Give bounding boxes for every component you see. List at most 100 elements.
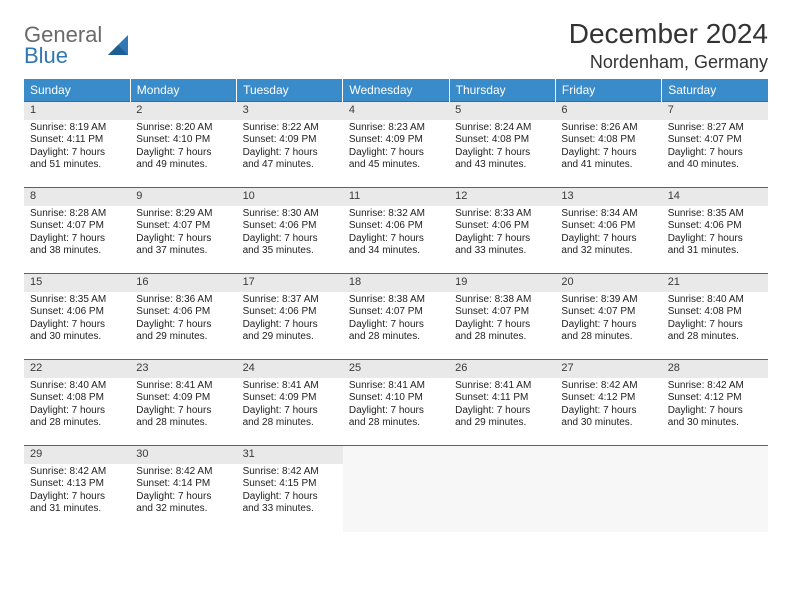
day-details: Sunrise: 8:38 AMSunset: 4:07 PMDaylight:… <box>449 292 555 346</box>
calendar-cell: 20Sunrise: 8:39 AMSunset: 4:07 PMDayligh… <box>555 274 661 360</box>
calendar-cell-empty <box>343 446 449 532</box>
page-subtitle: Nordenham, Germany <box>569 52 768 73</box>
sunset-text: Sunset: 4:06 PM <box>561 220 655 233</box>
sunset-text: Sunset: 4:06 PM <box>30 306 124 319</box>
daylight-text-2: and 28 minutes. <box>136 417 230 430</box>
sail-icon <box>106 33 132 59</box>
daylight-text: Daylight: 7 hours <box>349 147 443 160</box>
calendar-week-row: 8Sunrise: 8:28 AMSunset: 4:07 PMDaylight… <box>24 188 768 274</box>
sunset-text: Sunset: 4:06 PM <box>243 306 337 319</box>
sunset-text: Sunset: 4:09 PM <box>243 134 337 147</box>
daylight-text: Daylight: 7 hours <box>243 147 337 160</box>
daylight-text: Daylight: 7 hours <box>561 147 655 160</box>
sunrise-text: Sunrise: 8:41 AM <box>243 380 337 393</box>
calendar-cell: 3Sunrise: 8:22 AMSunset: 4:09 PMDaylight… <box>237 102 343 188</box>
sunrise-text: Sunrise: 8:22 AM <box>243 122 337 135</box>
calendar-cell-empty <box>555 446 661 532</box>
weekday-header: Sunday <box>24 79 130 102</box>
daylight-text: Daylight: 7 hours <box>243 405 337 418</box>
day-number: 10 <box>237 188 343 206</box>
sunset-text: Sunset: 4:06 PM <box>349 220 443 233</box>
daylight-text-2: and 28 minutes. <box>349 417 443 430</box>
logo-line2: Blue <box>24 45 102 67</box>
day-details: Sunrise: 8:30 AMSunset: 4:06 PMDaylight:… <box>237 206 343 260</box>
sunrise-text: Sunrise: 8:42 AM <box>136 466 230 479</box>
daylight-text-2: and 43 minutes. <box>455 159 549 172</box>
calendar-cell: 29Sunrise: 8:42 AMSunset: 4:13 PMDayligh… <box>24 446 130 532</box>
daylight-text-2: and 49 minutes. <box>136 159 230 172</box>
day-details: Sunrise: 8:42 AMSunset: 4:12 PMDaylight:… <box>555 378 661 432</box>
sunrise-text: Sunrise: 8:41 AM <box>455 380 549 393</box>
header: General Blue December 2024 Nordenham, Ge… <box>24 18 768 73</box>
daylight-text: Daylight: 7 hours <box>561 405 655 418</box>
calendar-cell: 25Sunrise: 8:41 AMSunset: 4:10 PMDayligh… <box>343 360 449 446</box>
calendar-week-row: 1Sunrise: 8:19 AMSunset: 4:11 PMDaylight… <box>24 102 768 188</box>
day-details: Sunrise: 8:42 AMSunset: 4:13 PMDaylight:… <box>24 464 130 518</box>
day-number: 13 <box>555 188 661 206</box>
sunset-text: Sunset: 4:11 PM <box>455 392 549 405</box>
day-details: Sunrise: 8:42 AMSunset: 4:12 PMDaylight:… <box>662 378 768 432</box>
calendar-cell: 23Sunrise: 8:41 AMSunset: 4:09 PMDayligh… <box>130 360 236 446</box>
sunrise-text: Sunrise: 8:35 AM <box>30 294 124 307</box>
sunrise-text: Sunrise: 8:41 AM <box>349 380 443 393</box>
sunset-text: Sunset: 4:06 PM <box>136 306 230 319</box>
calendar-cell: 17Sunrise: 8:37 AMSunset: 4:06 PMDayligh… <box>237 274 343 360</box>
day-number: 4 <box>343 102 449 120</box>
daylight-text-2: and 41 minutes. <box>561 159 655 172</box>
sunset-text: Sunset: 4:09 PM <box>243 392 337 405</box>
daylight-text: Daylight: 7 hours <box>455 405 549 418</box>
daylight-text: Daylight: 7 hours <box>349 405 443 418</box>
page-title: December 2024 <box>569 18 768 50</box>
daylight-text: Daylight: 7 hours <box>243 491 337 504</box>
sunrise-text: Sunrise: 8:20 AM <box>136 122 230 135</box>
calendar-cell: 28Sunrise: 8:42 AMSunset: 4:12 PMDayligh… <box>662 360 768 446</box>
daylight-text: Daylight: 7 hours <box>561 319 655 332</box>
calendar-cell: 11Sunrise: 8:32 AMSunset: 4:06 PMDayligh… <box>343 188 449 274</box>
sunrise-text: Sunrise: 8:42 AM <box>668 380 762 393</box>
daylight-text: Daylight: 7 hours <box>668 233 762 246</box>
day-number: 1 <box>24 102 130 120</box>
sunset-text: Sunset: 4:14 PM <box>136 478 230 491</box>
daylight-text: Daylight: 7 hours <box>136 233 230 246</box>
sunrise-text: Sunrise: 8:30 AM <box>243 208 337 221</box>
sunrise-text: Sunrise: 8:42 AM <box>243 466 337 479</box>
day-details: Sunrise: 8:41 AMSunset: 4:09 PMDaylight:… <box>237 378 343 432</box>
calendar-table: SundayMondayTuesdayWednesdayThursdayFrid… <box>24 79 768 532</box>
daylight-text-2: and 33 minutes. <box>243 503 337 516</box>
day-number: 29 <box>24 446 130 464</box>
weekday-header: Saturday <box>662 79 768 102</box>
sunset-text: Sunset: 4:08 PM <box>30 392 124 405</box>
sunset-text: Sunset: 4:07 PM <box>30 220 124 233</box>
calendar-cell: 1Sunrise: 8:19 AMSunset: 4:11 PMDaylight… <box>24 102 130 188</box>
daylight-text-2: and 30 minutes. <box>561 417 655 430</box>
daylight-text-2: and 34 minutes. <box>349 245 443 258</box>
day-details: Sunrise: 8:40 AMSunset: 4:08 PMDaylight:… <box>24 378 130 432</box>
calendar-cell: 4Sunrise: 8:23 AMSunset: 4:09 PMDaylight… <box>343 102 449 188</box>
calendar-cell: 14Sunrise: 8:35 AMSunset: 4:06 PMDayligh… <box>662 188 768 274</box>
daylight-text: Daylight: 7 hours <box>349 233 443 246</box>
day-number: 25 <box>343 360 449 378</box>
daylight-text-2: and 28 minutes. <box>561 331 655 344</box>
daylight-text-2: and 47 minutes. <box>243 159 337 172</box>
sunset-text: Sunset: 4:09 PM <box>136 392 230 405</box>
day-details: Sunrise: 8:27 AMSunset: 4:07 PMDaylight:… <box>662 120 768 174</box>
calendar-cell: 24Sunrise: 8:41 AMSunset: 4:09 PMDayligh… <box>237 360 343 446</box>
daylight-text-2: and 29 minutes. <box>243 331 337 344</box>
logo: General Blue <box>24 18 132 67</box>
daylight-text-2: and 35 minutes. <box>243 245 337 258</box>
title-block: December 2024 Nordenham, Germany <box>569 18 768 73</box>
sunrise-text: Sunrise: 8:40 AM <box>30 380 124 393</box>
daylight-text-2: and 40 minutes. <box>668 159 762 172</box>
calendar-cell: 19Sunrise: 8:38 AMSunset: 4:07 PMDayligh… <box>449 274 555 360</box>
day-number: 15 <box>24 274 130 292</box>
day-details: Sunrise: 8:36 AMSunset: 4:06 PMDaylight:… <box>130 292 236 346</box>
day-number: 20 <box>555 274 661 292</box>
sunrise-text: Sunrise: 8:27 AM <box>668 122 762 135</box>
day-number: 11 <box>343 188 449 206</box>
sunset-text: Sunset: 4:15 PM <box>243 478 337 491</box>
daylight-text: Daylight: 7 hours <box>349 319 443 332</box>
sunset-text: Sunset: 4:06 PM <box>455 220 549 233</box>
calendar-body: 1Sunrise: 8:19 AMSunset: 4:11 PMDaylight… <box>24 102 768 532</box>
daylight-text-2: and 32 minutes. <box>561 245 655 258</box>
day-number: 28 <box>662 360 768 378</box>
